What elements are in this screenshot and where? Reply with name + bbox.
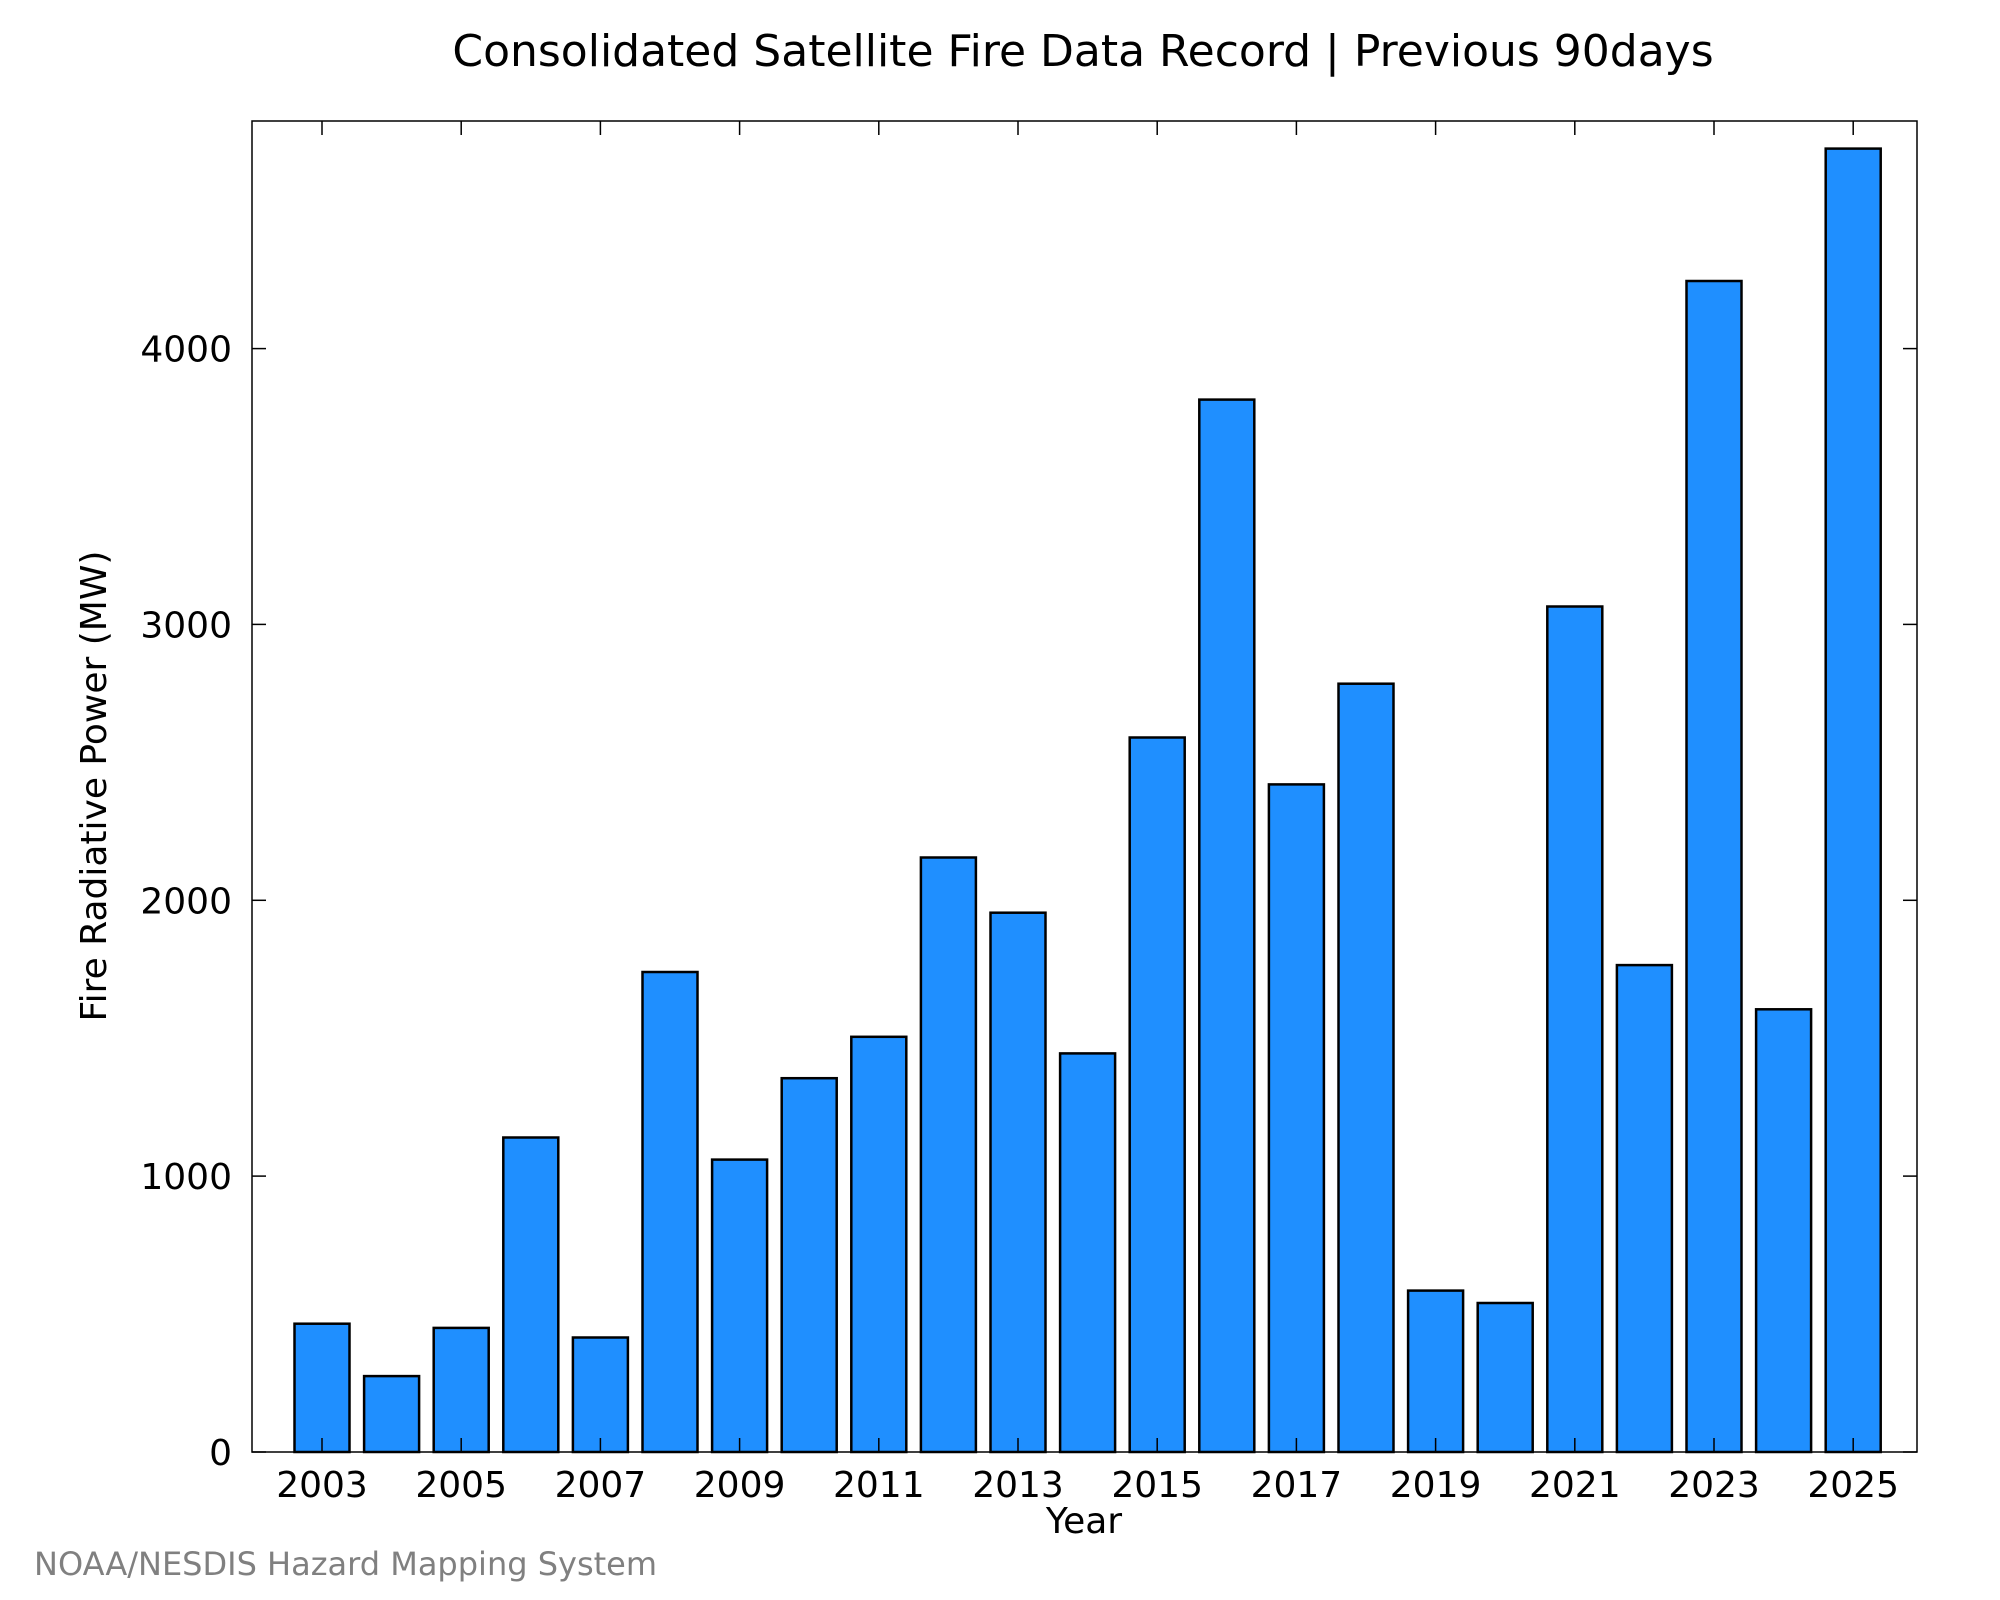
- bar-2009: [710, 1158, 769, 1454]
- y-tick-label-4000: 4000: [140, 330, 232, 371]
- x-tick-label-2017: 2017: [1251, 1465, 1343, 1506]
- bar-2006: [502, 1136, 560, 1454]
- bar-2016: [1198, 398, 1256, 1454]
- bar-2023: [1685, 279, 1743, 1454]
- chart-title: Consolidated Satellite Fire Data Record …: [452, 26, 1713, 77]
- x-tick-label-2003: 2003: [276, 1465, 368, 1506]
- bar-2015: [1128, 736, 1186, 1454]
- credit-text: NOAA/NESDIS Hazard Mapping System: [34, 1545, 657, 1583]
- bar-2021: [1546, 605, 1604, 1454]
- x-tick-label-2023: 2023: [1668, 1465, 1760, 1506]
- x-tick-label-2009: 2009: [694, 1465, 786, 1506]
- x-tick-label-2013: 2013: [972, 1465, 1064, 1506]
- bar-2005: [432, 1326, 490, 1454]
- bar-2007: [571, 1336, 630, 1454]
- bar-2020: [1476, 1301, 1534, 1454]
- bar-2012: [919, 856, 978, 1454]
- bar-2024: [1754, 1008, 1813, 1454]
- x-tick-label-2015: 2015: [1111, 1465, 1203, 1506]
- bar-2014: [1058, 1052, 1117, 1454]
- bar-2013: [989, 911, 1047, 1454]
- y-tick-label-3000: 3000: [140, 605, 232, 646]
- x-axis-label: Year: [1045, 1501, 1122, 1542]
- x-tick-label-2021: 2021: [1529, 1465, 1621, 1506]
- bar-2011: [850, 1035, 908, 1454]
- y-tick-label-1000: 1000: [140, 1157, 232, 1198]
- x-tick-label-2011: 2011: [833, 1465, 925, 1506]
- bar-2018: [1337, 682, 1395, 1454]
- plot-frame: [251, 120, 1918, 1453]
- y-axis-label: Fire Radiative Power (MW): [74, 551, 115, 1022]
- bar-2022: [1615, 963, 1674, 1454]
- bar-2010: [780, 1076, 838, 1454]
- bar-2025: [1824, 147, 1882, 1454]
- bar-2008: [641, 970, 699, 1454]
- bar-2017: [1267, 783, 1326, 1454]
- x-tick-label-2025: 2025: [1807, 1465, 1899, 1506]
- x-tick-labels: 2003 2005 2007 2009 2011 2013 2015 2017 2019 2021…: [276, 1465, 1899, 1506]
- bar-2004: [362, 1374, 421, 1454]
- y-tick-label-0: 0: [209, 1433, 232, 1474]
- x-tick-label-2007: 2007: [555, 1465, 647, 1506]
- bars-group: [293, 147, 1882, 1454]
- bar-2019: [1406, 1289, 1465, 1454]
- bar-2003: [293, 1322, 351, 1454]
- x-tick-label-2019: 2019: [1390, 1465, 1482, 1506]
- y-tick-label-2000: 2000: [140, 881, 232, 922]
- y-tick-labels: 0 1000 2000 3000 4000: [140, 330, 232, 1474]
- x-tick-label-2005: 2005: [415, 1465, 507, 1506]
